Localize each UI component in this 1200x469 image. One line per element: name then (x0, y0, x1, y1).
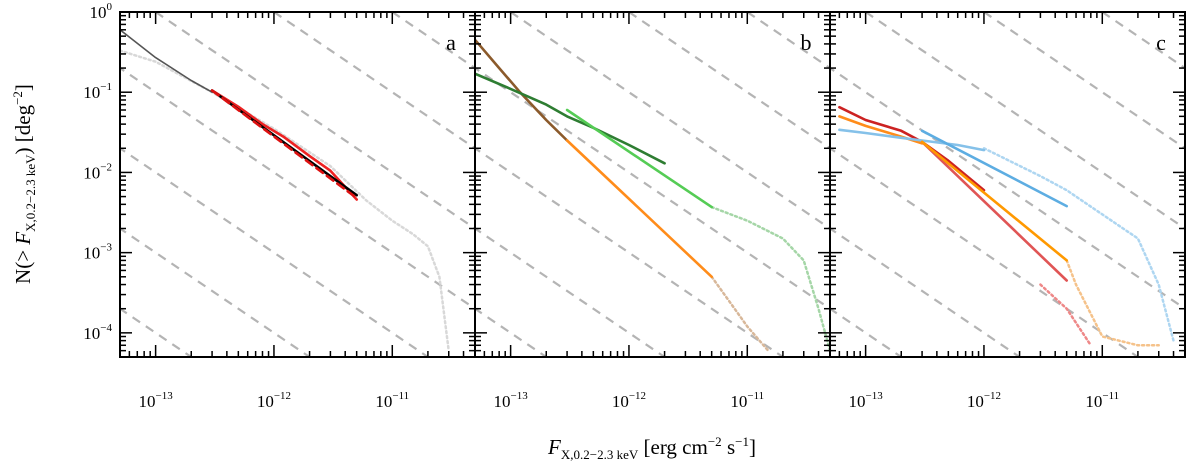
series-line-c-8 (982, 147, 1175, 342)
series-line-b-4 (710, 275, 770, 352)
x-tick-label: 10−11 (730, 390, 764, 411)
reference-line (510, 12, 830, 230)
reference-line (830, 227, 1021, 357)
reference-line (865, 12, 1185, 230)
reference-lines-a (120, 12, 475, 357)
panel-c: 10−13 10−12 10−11 c (829, 11, 1186, 411)
reference-line (475, 227, 666, 357)
x-tick-label: 10−12 (967, 390, 1001, 411)
x-axis-title: FX,0.2−2.3 keV [erg cm−2 s−1] (547, 434, 756, 462)
reference-line (120, 146, 429, 357)
reference-line (155, 12, 475, 230)
series-line-b-1 (475, 72, 666, 165)
x-tick-label: 10−13 (849, 390, 884, 411)
reference-line (628, 12, 830, 150)
panel-a: 10−13 10−12 10−11 100 10−1 10−2 10−3 10−4 a (83, 1, 476, 411)
reference-line (984, 12, 1200, 357)
reference-line (830, 146, 1139, 357)
x-tick-label: 10−12 (257, 390, 291, 411)
y-tick-label: 10−1 (83, 81, 112, 102)
panel-letter: b (801, 30, 812, 55)
reference-line (120, 227, 311, 357)
series-line-b-2 (565, 139, 714, 279)
series-line-c-2 (838, 128, 986, 152)
reference-line (830, 66, 1185, 311)
series-line-c-6 (1065, 259, 1160, 347)
panel-letter: c (1156, 30, 1166, 55)
x-tick-label: 10−13 (494, 390, 529, 411)
panel-letter: a (446, 30, 456, 55)
y-tick-label: 100 (90, 1, 113, 22)
series-line-b-5 (710, 205, 830, 352)
reference-line (273, 12, 475, 150)
x-tick-label: 10−11 (375, 390, 409, 411)
reference-line (120, 66, 475, 311)
series-line-a-4 (210, 89, 359, 200)
series-line-c-3 (920, 140, 1068, 282)
reference-line (866, 12, 1200, 357)
x-tick-label: 10−11 (1085, 390, 1119, 411)
x-tick-label: 10−13 (139, 390, 174, 411)
series-line-c-4 (920, 140, 1068, 262)
y-tick-label: 10−2 (83, 161, 112, 182)
y-tick-label: 10−4 (83, 322, 112, 343)
reference-line (983, 12, 1185, 150)
reference-line (475, 146, 784, 357)
plot-area-b (475, 12, 1200, 357)
series-line-a-2 (210, 89, 359, 201)
x-tick-label: 10−12 (612, 390, 646, 411)
panels: 10−13 10−12 10−1110010−110−210−310−4a10−13… (83, 1, 1200, 411)
plot-area-c (830, 12, 1185, 357)
series-line-b-3 (565, 108, 714, 209)
series-line-a-1 (120, 49, 450, 352)
y-axis-title: N(> FX,0.2−2.3 keV) [deg−2] (10, 84, 38, 284)
series-line-c-7 (1039, 283, 1093, 347)
series-line-c-5 (920, 129, 1068, 208)
ticks-c (829, 11, 1186, 358)
y-tick-label: 10−3 (83, 242, 112, 263)
reference-lines-c (830, 12, 1185, 357)
ticks-a (119, 11, 476, 358)
series-line-c-0 (838, 105, 986, 192)
series-line-a-0 (120, 28, 213, 93)
series-line-b-0 (475, 38, 569, 142)
plot-area-a (120, 12, 475, 357)
